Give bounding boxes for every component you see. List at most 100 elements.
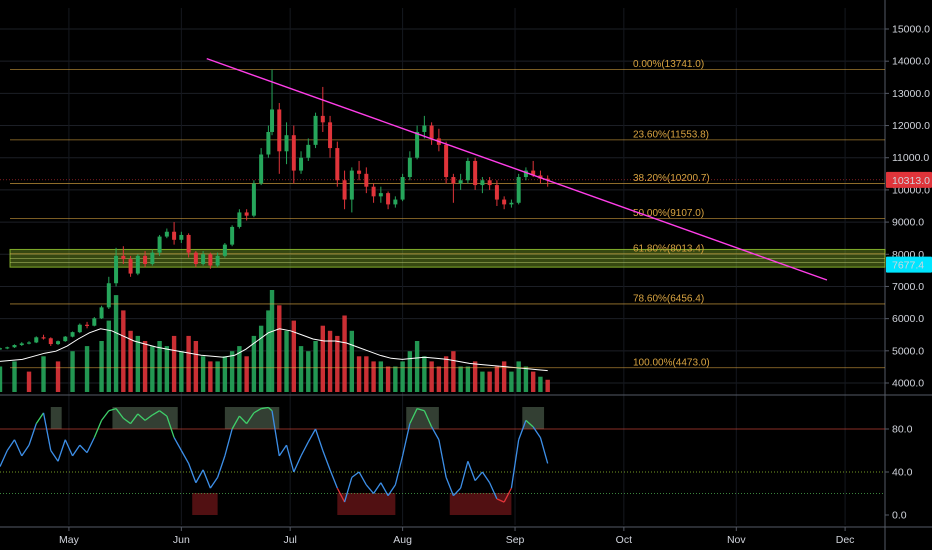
time-tick-label: Dec	[836, 534, 855, 546]
volume-bar	[385, 366, 391, 392]
oscillator-segment	[187, 463, 197, 483]
oscillator-segment	[152, 410, 160, 416]
candle-body	[186, 234, 191, 253]
oscillator-segment	[137, 413, 146, 421]
oscillator-segment	[166, 415, 175, 438]
oscillator-segment	[380, 482, 389, 496]
price-tick-label: 12000.0	[892, 120, 930, 132]
trendline-layer[interactable]	[206, 57, 828, 281]
candle-body	[106, 283, 111, 308]
volume-bar	[150, 346, 155, 392]
oscillator-segment	[409, 408, 418, 424]
candle-body	[378, 193, 383, 197]
volume-bar	[41, 356, 46, 392]
last-price-badge-box	[886, 171, 932, 188]
candle-body	[179, 234, 184, 240]
volume-bar	[545, 379, 550, 392]
candle-body	[415, 131, 420, 158]
oscillator-segment	[261, 406, 269, 410]
candle-body	[85, 324, 90, 326]
oscillator-segment	[108, 407, 117, 412]
oscillator-segment	[322, 450, 331, 471]
price-tick-label: 9000.0	[892, 217, 924, 229]
oscillator-segment	[525, 419, 534, 428]
candle-body	[266, 131, 271, 155]
candle-body	[244, 212, 249, 216]
candle-body	[357, 170, 362, 174]
time-tick-label: May	[59, 534, 80, 546]
candle-body	[400, 177, 405, 200]
volume-bar	[487, 371, 492, 392]
candle-body	[63, 336, 68, 342]
oscillator-segment	[351, 471, 360, 478]
oscillator-segment	[173, 437, 182, 451]
fib-level-label: 100.00%(4473.0)	[633, 357, 710, 368]
candle-body	[19, 343, 24, 346]
volume-ma-line	[0, 328, 548, 372]
oscillator-segment	[518, 420, 527, 440]
candle-body	[41, 337, 46, 339]
candle-body	[306, 144, 311, 158]
descending-trendline[interactable]	[206, 57, 828, 281]
oscillator-segment	[64, 439, 74, 457]
candle-body	[164, 231, 169, 237]
price-tick-label: 11000.0	[892, 152, 929, 164]
volume-bar	[516, 361, 521, 392]
oscillator-segment	[314, 428, 324, 451]
volume-bar	[378, 361, 384, 392]
volume-bar	[244, 356, 249, 392]
oscillator-segment	[0, 450, 8, 467]
candle-body	[516, 177, 521, 203]
oscillator-segment	[195, 469, 204, 484]
candle-body	[230, 226, 235, 245]
candle-body	[386, 193, 391, 205]
volume-bar	[472, 361, 478, 392]
candle-body	[99, 307, 104, 319]
oscillator-segment	[293, 455, 302, 473]
volume-pane	[0, 290, 550, 392]
oscillator-segment	[246, 412, 255, 424]
volume-bar	[291, 320, 296, 392]
volume-bar	[222, 356, 228, 392]
candle-body	[429, 125, 434, 139]
volume-bar	[443, 356, 449, 392]
candle-body	[34, 337, 39, 343]
price-badges: 10313.0 7677.4	[886, 171, 932, 273]
oscillator-segment	[209, 477, 219, 489]
oscillator-segment	[474, 471, 483, 482]
volume-bar	[269, 290, 275, 392]
oscillator-segment	[336, 487, 346, 503]
candle-body	[277, 109, 282, 152]
oscillator-segment	[343, 477, 353, 503]
volume-bar	[414, 341, 420, 392]
oscillator-segment	[28, 423, 37, 446]
oscillator-segment	[159, 410, 168, 417]
oscillator-segment	[13, 439, 23, 457]
candle-body	[56, 341, 61, 345]
oscillator-segment	[180, 450, 190, 464]
candle-body	[208, 254, 213, 266]
oscillator-segment	[144, 414, 153, 421]
osc-tick-label: 0.0	[892, 510, 907, 522]
candle-body	[342, 180, 347, 200]
candle-body	[77, 324, 82, 333]
oscillator-segment	[42, 412, 52, 451]
volume-bar	[113, 295, 119, 392]
candle-body	[27, 342, 32, 344]
candle-body	[473, 160, 478, 186]
volume-bar	[229, 351, 235, 392]
volume-bar	[400, 361, 405, 392]
volume-bar	[215, 361, 220, 392]
volume-bar	[106, 320, 112, 392]
volume-bar	[298, 346, 304, 392]
volume-bar	[530, 371, 536, 392]
candle-body	[371, 186, 376, 197]
fib-level-label: 38.20%(10200.7)	[633, 173, 710, 184]
candle-body	[48, 338, 53, 345]
oscillator-segment	[489, 482, 498, 500]
price-tick-label: 4000.0	[892, 378, 924, 390]
candle-body	[237, 212, 242, 227]
oscillator-segment	[300, 441, 309, 457]
